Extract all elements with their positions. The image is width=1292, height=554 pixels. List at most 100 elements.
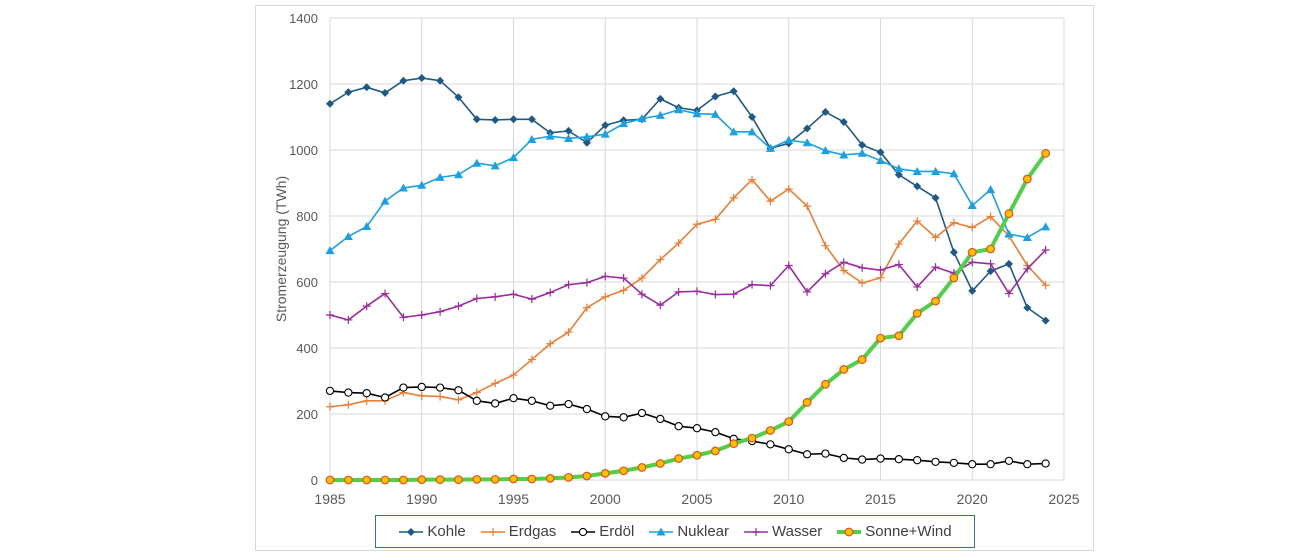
- data-point-wasser: [711, 290, 720, 299]
- data-point-nuklear: [362, 222, 372, 231]
- series-line-erdgas: [329, 178, 1047, 408]
- legend-label: Wasser: [772, 523, 823, 540]
- data-point-sonne-wind: [876, 333, 885, 343]
- data-point-erd-l: [839, 453, 848, 463]
- legend-swatch-wasser: [744, 527, 769, 536]
- data-point-kohle: [1041, 316, 1050, 325]
- data-point-erdgas: [564, 328, 573, 337]
- data-point-wasser: [803, 287, 812, 296]
- legend-marker-sonne-wind: [844, 527, 854, 536]
- y-tick-labels: 0 200 400 600 800 1000 1200 1400: [289, 11, 318, 488]
- data-point-sonne-wind: [490, 474, 500, 484]
- data-point-wasser: [913, 282, 922, 291]
- series-nuklear: [325, 105, 1051, 255]
- data-point-erdgas: [894, 240, 903, 249]
- data-point-nuklear: [912, 166, 922, 175]
- data-point-erd-l: [692, 424, 702, 433]
- legend-swatch-erdgas: [480, 527, 505, 536]
- data-point-nuklear: [509, 153, 518, 162]
- data-point-nuklear: [564, 133, 574, 142]
- data-point-sonne-wind: [710, 446, 720, 456]
- series-line-kohle: [329, 77, 1047, 322]
- data-point-kohle: [436, 76, 445, 85]
- legend-marker-erd-l: [579, 527, 588, 536]
- data-point-erdgas: [344, 400, 353, 409]
- data-point-wasser: [326, 311, 334, 319]
- data-point-nuklear: [380, 196, 390, 205]
- data-point-kohle: [582, 138, 591, 147]
- data-point-nuklear: [949, 169, 959, 178]
- y-tick-label: 1200: [289, 77, 318, 92]
- data-point-nuklear: [692, 109, 702, 118]
- data-point-erdgas: [656, 255, 665, 264]
- data-point-sonne-wind: [509, 474, 518, 484]
- data-point-wasser: [362, 302, 371, 311]
- data-point-erdgas: [326, 402, 334, 411]
- data-point-sonne-wind: [967, 247, 977, 257]
- data-point-nuklear: [857, 148, 867, 157]
- data-point-erd-l: [472, 396, 481, 405]
- y-tick-label: 1400: [289, 11, 318, 26]
- data-point-nuklear: [398, 183, 408, 192]
- data-point-erd-l: [399, 383, 408, 392]
- data-point-erd-l: [784, 445, 793, 454]
- data-point-sonne-wind: [802, 398, 812, 407]
- legend-marker-nuklear: [656, 527, 666, 535]
- data-point-nuklear: [674, 105, 684, 114]
- data-point-sonne-wind: [857, 355, 867, 364]
- legend-marker-kohle: [407, 527, 416, 536]
- data-point-kohle: [344, 88, 353, 97]
- series-line-nuklear: [329, 108, 1047, 252]
- data-point-erd-l: [674, 422, 683, 431]
- data-point-kohle: [913, 182, 922, 191]
- data-point-nuklear: [325, 246, 335, 255]
- data-point-erd-l: [656, 414, 665, 424]
- data-point-erd-l: [454, 386, 463, 395]
- data-point-erdgas: [546, 339, 555, 348]
- series-wasser: [326, 245, 1050, 324]
- data-point-sonne-wind: [766, 426, 775, 435]
- data-point-erdgas: [876, 273, 885, 282]
- data-point-kohle: [491, 115, 500, 124]
- y-tick-label: 1000: [289, 143, 318, 158]
- data-point-sonne-wind: [600, 469, 610, 478]
- data-point-erdgas: [509, 371, 518, 380]
- legend-label: Erdöl: [599, 523, 635, 540]
- data-point-wasser: [894, 260, 903, 269]
- data-point-kohle: [839, 117, 848, 126]
- series-kohle: [326, 74, 1050, 325]
- data-point-erdgas: [637, 274, 646, 283]
- data-point-nuklear: [765, 143, 775, 152]
- data-point-kohle: [399, 76, 408, 85]
- data-point-wasser: [491, 292, 500, 301]
- series-erdgas: [326, 175, 1050, 411]
- data-point-sonne-wind: [545, 473, 555, 483]
- x-tick-label: 2010: [773, 491, 804, 507]
- data-point-erd-l: [490, 399, 500, 408]
- data-point-erd-l: [380, 393, 390, 402]
- data-point-kohle: [894, 170, 903, 179]
- data-point-wasser: [656, 301, 665, 310]
- data-point-erdgas: [858, 278, 867, 287]
- data-point-kohle: [729, 87, 738, 96]
- x-tick-labels: 1985 1990 1995 2000 2005 2010 2015 2020 2025: [314, 491, 1079, 507]
- data-point-erd-l: [894, 455, 903, 464]
- data-point-wasser: [417, 311, 426, 319]
- data-point-wasser: [821, 269, 830, 278]
- data-point-erd-l: [858, 455, 867, 464]
- data-point-sonne-wind: [343, 475, 353, 485]
- data-point-erd-l: [986, 460, 995, 469]
- data-point-sonne-wind: [417, 475, 427, 485]
- data-point-erdgas: [693, 220, 701, 229]
- x-tick-label: 2020: [957, 491, 988, 507]
- data-point-erd-l: [913, 456, 922, 465]
- data-point-sonne-wind: [527, 474, 537, 484]
- data-point-erdgas: [839, 266, 848, 275]
- data-point-erdgas: [601, 292, 610, 301]
- data-point-nuklear: [545, 131, 555, 140]
- legend-marker-erdgas: [488, 527, 497, 536]
- data-point-erd-l: [968, 460, 977, 469]
- data-point-erd-l: [637, 408, 647, 418]
- data-point-erdgas: [968, 223, 977, 232]
